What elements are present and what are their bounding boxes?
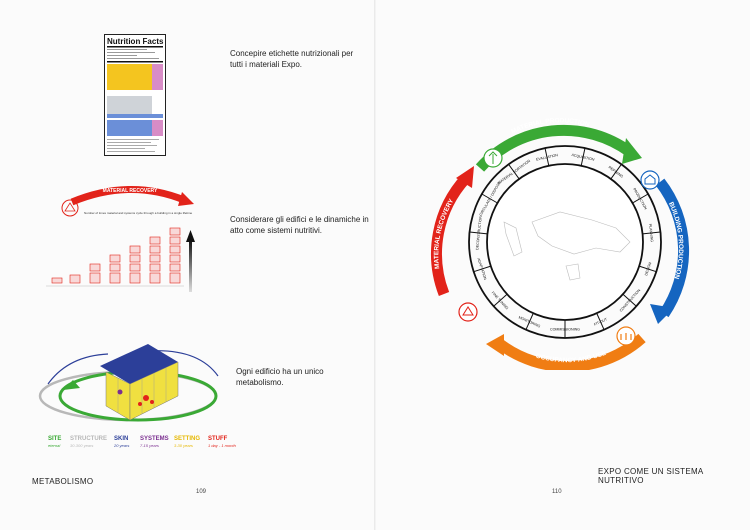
recycle-icon-cycle [458, 302, 478, 322]
cycle-segment-dividers [469, 147, 661, 338]
segment-divider [508, 164, 520, 180]
arc-building-production [655, 178, 690, 318]
segment-divider [642, 231, 661, 235]
page-number-right: 110 [552, 489, 562, 495]
arc-occupancy-and-use [496, 333, 646, 370]
page-gutter [374, 0, 376, 530]
segment-label: DECONSTRUCTION [475, 215, 483, 250]
segment-divider [610, 164, 622, 180]
footer-left-title: METABOLISMO [32, 477, 94, 486]
legend-stuff: STUFF 1 day - 1 month [208, 436, 236, 448]
material-recovery-subtitle: Number of times material and systems cyc… [84, 211, 193, 215]
caption-nutrient-systems: Considerare gli edifici e le dinamiche i… [230, 215, 369, 235]
people-icon [616, 326, 636, 346]
segment-divider [580, 147, 586, 166]
cycle-diagram: ACQUISITIONREFININGPRODUCTIONPLANNINGDES… [431, 118, 690, 370]
segment-divider [632, 193, 649, 204]
segment-label: ACQUISITION [571, 153, 595, 162]
legend-setting: SETTING 3-30 years [174, 436, 201, 448]
segment-divider [622, 293, 637, 307]
arc-material-recovery [431, 174, 471, 296]
nutrition-facts-label: Nutrition Facts [104, 34, 166, 156]
segment-label: EVALUATION [536, 153, 559, 162]
segment-label: DESIGN [644, 261, 652, 276]
material-recovery-banner: MATERIAL RECOVERY [103, 188, 158, 194]
segment-divider [525, 313, 534, 330]
segment-label: FIT-OUT [593, 317, 608, 327]
segment-label: COMMISSIONING [550, 328, 580, 332]
legend-skin: SKIN 20 years [114, 436, 130, 448]
building-layers-legend: SITE eternal STRUCTURE 30-300 years SKIN 20… [48, 436, 238, 456]
arc-material-production [475, 124, 634, 172]
recycle-icon [61, 199, 79, 217]
material-recovery-figure: MATERIAL RECOVERY Number of times materi… [46, 186, 195, 292]
nutrition-facts-title: Nutrition Facts [107, 37, 164, 46]
caption-metabolism: Ogni edificio ha un unico metabolismo. [236, 367, 324, 387]
site-plan-outline [503, 211, 631, 281]
segment-divider [473, 265, 491, 273]
segment-label: ADAPTATION [476, 258, 487, 281]
segment-divider [544, 147, 550, 166]
segment-label: PLANNING [648, 224, 654, 243]
footer-right-title: EXPO COME UN SISTEMA NUTRITIVO [598, 467, 704, 485]
segment-divider [469, 231, 488, 235]
generation-scale-arrow [189, 240, 192, 292]
legend-site: SITE eternal [48, 436, 62, 448]
tree-icon [483, 148, 503, 168]
segment-label: REFINING [608, 165, 624, 178]
legend-systems: SYSTEMS 7-15 years [140, 436, 169, 448]
segment-divider [639, 265, 657, 273]
page-number-left: 109 [196, 489, 207, 495]
segment-divider [481, 193, 498, 204]
building-metabolism-figure [38, 344, 219, 422]
legend-structure: STRUCTURE 30-300 years [70, 436, 107, 448]
segment-divider [596, 313, 605, 330]
caption-nutrition-labels: Concepire etichette nutrizionali per tut… [230, 49, 354, 69]
segment-divider [493, 293, 508, 307]
house-icon [640, 170, 660, 190]
